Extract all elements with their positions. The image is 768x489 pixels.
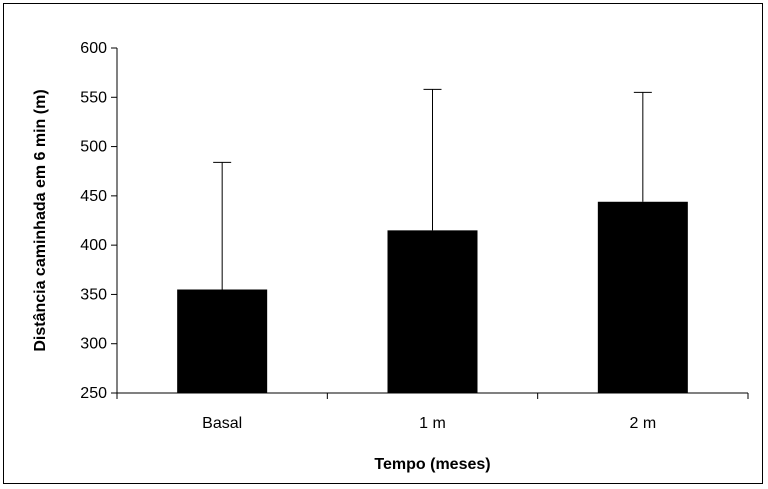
bar (597, 201, 688, 393)
y-tick-label: 400 (80, 237, 107, 254)
bar (387, 230, 478, 393)
x-tick-label: 2 m (629, 415, 656, 432)
y-tick-label: 450 (80, 188, 107, 205)
y-axis-title: Distância caminhada em 6 min (m) (32, 89, 49, 351)
x-axis-title: Tempo (meses) (374, 456, 490, 473)
y-tick-label: 300 (80, 336, 107, 353)
error-bars (213, 88, 652, 290)
x-tick-label: 1 m (419, 415, 446, 432)
bar (177, 289, 268, 393)
x-ticks: Basal 1 m 2 m (116, 393, 749, 432)
y-tick-label: 350 (80, 286, 107, 303)
y-ticks: 250 300 350 400 450 500 550 600 (80, 40, 117, 402)
x-tick-label: Basal (202, 415, 242, 432)
bars (177, 201, 688, 393)
y-tick-label: 550 (80, 89, 107, 106)
y-tick-label: 600 (80, 40, 107, 57)
y-tick-label: 500 (80, 139, 107, 156)
y-tick-label: 250 (80, 385, 107, 402)
